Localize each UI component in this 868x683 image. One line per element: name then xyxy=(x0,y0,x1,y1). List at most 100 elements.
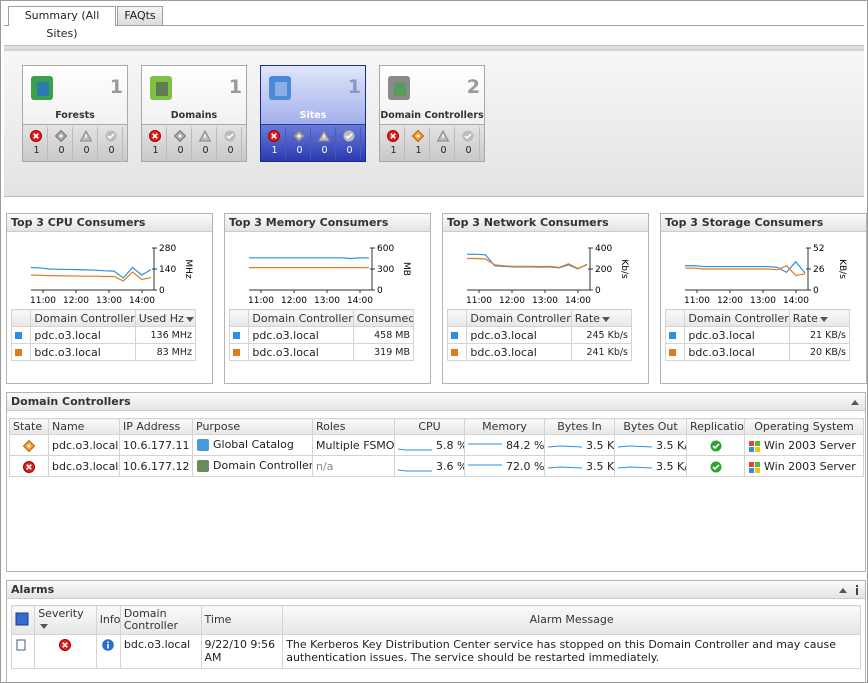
os-icon-part xyxy=(755,467,760,473)
legend-swatch xyxy=(451,348,458,356)
header-cell[interactable]: Domain Controller xyxy=(119,605,202,635)
status-cell: 1 xyxy=(407,127,430,159)
data-row[interactable]: bdc.o3.local 83 MHz xyxy=(10,343,197,361)
summary-tile[interactable]: 1 Forests 1 0 0 0 xyxy=(22,65,128,162)
data-row[interactable]: pdc.o3.local 21 KB/s xyxy=(664,326,851,344)
header-cell[interactable]: Replication xyxy=(686,418,745,435)
sparkline xyxy=(468,464,502,465)
legend-cell xyxy=(446,326,468,344)
os-icon-part xyxy=(749,467,754,473)
header-cell[interactable] xyxy=(10,605,36,635)
status-icon-part xyxy=(204,134,206,138)
data-row[interactable]: pdc.o3.local 10.6.177.11 Global Catalog Mul… xyxy=(9,434,864,456)
data-row[interactable]: bdc.o3.local 10.6.177.12 Domain Controller… xyxy=(9,455,864,477)
severity-icon-part xyxy=(62,642,69,648)
data-row[interactable]: pdc.o3.local 458 MB xyxy=(228,326,415,344)
header-cell xyxy=(10,309,32,327)
tab[interactable]: FAQts xyxy=(117,6,163,26)
data-row[interactable]: bdc.o3.local 9/22/10 9:56 AM The Kerberos … xyxy=(10,634,861,669)
sparkline xyxy=(547,465,583,468)
tile-label: Sites xyxy=(299,110,327,121)
info-icon xyxy=(102,639,115,651)
header-cell[interactable]: Domain Controller xyxy=(248,309,354,327)
header-row: Domain Controller Rate xyxy=(664,309,851,327)
sparkline xyxy=(617,444,653,447)
os-icon-part xyxy=(749,461,754,467)
severity-cell xyxy=(34,634,97,669)
header-row: Domain Controller Used Hz xyxy=(10,309,197,327)
purpose-cell: Domain Controller xyxy=(192,455,313,477)
header-cell[interactable]: Rate xyxy=(788,309,851,327)
status-icon xyxy=(174,130,186,142)
header-cell[interactable]: Used Hz xyxy=(134,309,197,327)
header-cell[interactable]: Bytes Out xyxy=(614,418,687,435)
status-icon xyxy=(80,130,92,142)
header-cell[interactable]: Domain Controller xyxy=(30,309,136,327)
status-count: 0 xyxy=(227,145,234,156)
status-icon-part xyxy=(85,134,87,138)
select-all-body xyxy=(15,612,29,625)
x-tick-label: 12:00 xyxy=(717,296,743,305)
value-cell: 20 KB/s xyxy=(788,343,851,361)
tile-count: 2 xyxy=(466,76,480,98)
data-row[interactable]: bdc.o3.local 241 Kb/s xyxy=(446,343,633,361)
header-cell[interactable]: Severity xyxy=(34,605,97,635)
metric-value: 3.5 K/s xyxy=(586,459,615,473)
header-cell[interactable]: Domain Controller xyxy=(466,309,572,327)
tab[interactable]: Summary (All Sites) xyxy=(8,6,116,40)
status-count: 0 xyxy=(83,145,90,156)
tile-status-bar: 1 0 0 0 xyxy=(261,124,365,161)
status-icon-part xyxy=(323,134,325,138)
os-icon xyxy=(749,461,760,473)
summary-tile[interactable]: 1 Sites 1 0 0 0 xyxy=(260,65,366,162)
data-row[interactable]: bdc.o3.local 20 KB/s xyxy=(664,343,851,361)
metric-cell: 3.5 K/s xyxy=(614,455,687,477)
info-icon-part xyxy=(107,641,110,644)
summary-tile[interactable]: 2 Domain Controllers 1 1 0 0 xyxy=(379,65,485,162)
status-cell: 1 xyxy=(144,127,167,159)
header-cell[interactable]: Alarm Message xyxy=(282,605,861,635)
status-icon-part xyxy=(226,133,234,140)
os-cell: Win 2003 Server xyxy=(744,455,864,477)
status-cell: 0 xyxy=(338,127,361,159)
summary-tile[interactable]: 1 Domains 1 0 0 0 xyxy=(141,65,247,162)
state-icon-part xyxy=(27,444,31,447)
header-row: Domain Controller Rate xyxy=(446,309,633,327)
header-text: Severity xyxy=(38,607,84,620)
panel-header: Top 3 Network Consumers xyxy=(443,214,648,232)
metric-value: 3.5 K/s xyxy=(656,459,686,473)
metric-cell: 72.0 % xyxy=(464,455,545,477)
value-cell: 319 MB xyxy=(352,343,415,361)
legend-cell xyxy=(664,343,686,361)
header-cell[interactable]: Memory xyxy=(464,418,545,435)
status-count: 0 xyxy=(58,145,65,156)
x-tick-label: 11:00 xyxy=(248,296,274,305)
header-cell[interactable]: Consumed xyxy=(352,309,415,327)
tile-icon xyxy=(31,76,53,100)
header-cell[interactable]: Rate xyxy=(570,309,633,327)
header-cell[interactable]: Purpose xyxy=(192,418,313,435)
header-cell[interactable]: Roles xyxy=(312,418,395,435)
name-cell: bdc.o3.local xyxy=(30,343,136,361)
header-cell[interactable]: Name xyxy=(48,418,120,435)
header-cell[interactable]: Operating System xyxy=(744,418,864,435)
os-icon xyxy=(749,440,760,452)
data-row[interactable]: bdc.o3.local 319 MB xyxy=(228,343,415,361)
data-row[interactable]: pdc.o3.local 245 Kb/s xyxy=(446,326,633,344)
header-cell[interactable]: Info xyxy=(95,605,121,635)
sparkline-line xyxy=(397,469,432,471)
header-cell[interactable]: Bytes In xyxy=(544,418,615,435)
dc-cell: bdc.o3.local xyxy=(119,634,202,669)
header-cell[interactable]: Domain Controller xyxy=(684,309,790,327)
header-cell[interactable]: CPU xyxy=(394,418,465,435)
header-cell[interactable]: State xyxy=(9,418,49,435)
status-icon xyxy=(343,130,355,142)
status-cell: 1 xyxy=(382,127,405,159)
data-row[interactable]: pdc.o3.local 136 MHz xyxy=(10,326,197,344)
header-cell[interactable]: Time xyxy=(200,605,284,635)
status-icon xyxy=(318,130,330,142)
series-line xyxy=(249,257,370,260)
x-tick-label: 14:00 xyxy=(565,296,591,305)
header-cell[interactable]: IP Address xyxy=(119,418,193,435)
